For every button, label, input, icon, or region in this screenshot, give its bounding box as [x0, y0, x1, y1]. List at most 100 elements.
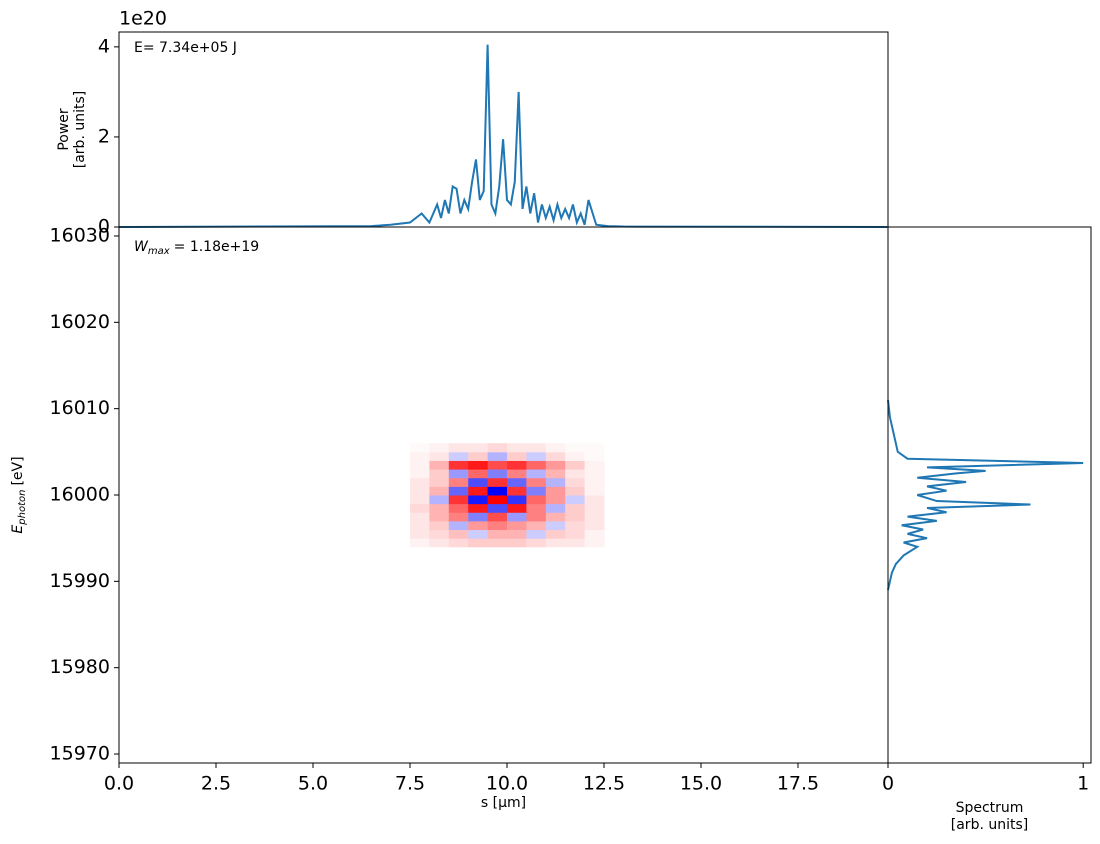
- heatmap-cell: [448, 520, 469, 531]
- heatmap-cell: [448, 451, 469, 461]
- heatmap-cell: [526, 469, 547, 479]
- heatmap-cell: [545, 460, 566, 470]
- annotation-sub: max: [148, 246, 170, 257]
- heatmap-cell: [526, 477, 547, 487]
- heatmap-cell: [429, 512, 450, 522]
- heatmap-cell: [468, 486, 489, 496]
- heatmap-cell: [468, 529, 489, 539]
- heatmap-cell: [468, 538, 489, 548]
- heatmap-cell: [448, 529, 469, 539]
- heatmap-cell: [429, 495, 450, 505]
- heatmap-cell: [468, 520, 489, 531]
- heatmap-cell: [584, 520, 605, 531]
- heatmap-cell: [487, 460, 508, 470]
- axes-frame: [887, 226, 1092, 764]
- heatmap-cell: [409, 520, 430, 531]
- heatmap-cell: [487, 503, 508, 513]
- heatmap-cell: [409, 538, 430, 548]
- heatmap-cell: [526, 460, 547, 470]
- heatmap-cell: [506, 529, 527, 539]
- heatmap-cell: [565, 512, 586, 522]
- heatmap-cell: [409, 495, 430, 505]
- heatmap-cell: [526, 503, 547, 513]
- y-tick-label: 4: [98, 35, 110, 57]
- heatmap-cell: [584, 495, 605, 505]
- heatmap-cell: [526, 451, 547, 461]
- heatmap-cell: [565, 486, 586, 496]
- heatmap-cell: [526, 495, 547, 505]
- offset-text: 1e20: [119, 8, 167, 30]
- heatmap-cell: [545, 512, 566, 522]
- heatmap-cell: [468, 512, 489, 522]
- y-tick-label: 16000: [50, 484, 110, 506]
- heatmap-cell: [448, 443, 469, 453]
- heatmap-cell: [468, 469, 489, 479]
- heatmap-cell: [409, 460, 430, 470]
- heatmap-cell: [429, 520, 450, 531]
- heatmap-cell: [506, 486, 527, 496]
- heatmap-cell: [584, 512, 605, 522]
- heatmap-cell: [487, 451, 508, 461]
- heatmap-cell: [545, 529, 566, 539]
- annotation: E= 7.34e+05 J: [134, 40, 237, 56]
- y-axis-label: [arb. units]: [72, 91, 88, 168]
- heatmap-cell: [506, 520, 527, 531]
- x-tick-label: 0.0: [104, 773, 134, 795]
- heatmap-cell: [545, 538, 566, 548]
- heatmap-cell: [506, 512, 527, 522]
- heatmap-cell: [584, 460, 605, 470]
- heatmap-cell: [545, 503, 566, 513]
- heatmap-cell: [545, 495, 566, 505]
- heatmap-cell: [545, 451, 566, 461]
- heatmap-cell: [448, 538, 469, 548]
- heatmap-cell: [429, 529, 450, 539]
- heatmap-cell: [526, 538, 547, 548]
- heatmap-cell: [409, 443, 430, 453]
- heatmap-cell: [506, 477, 527, 487]
- y-axis-label: Ephoton [eV]: [10, 456, 28, 533]
- heatmap-cell: [526, 529, 547, 539]
- heatmap-cell: [565, 503, 586, 513]
- heatmap-cell: [409, 451, 430, 461]
- heatmap-cell: [565, 451, 586, 461]
- heatmap-cell: [565, 443, 586, 453]
- heatmap-cell: [584, 503, 605, 513]
- heatmap-cell: [584, 477, 605, 487]
- heatmap-cell: [448, 460, 469, 470]
- heatmap-cell: [545, 469, 566, 479]
- heatmap-cell: [409, 486, 430, 496]
- heatmap-cell: [468, 451, 489, 461]
- y-tick-label: 16030: [50, 224, 110, 246]
- heatmap-cell: [584, 443, 605, 453]
- heatmap-cell: [429, 443, 450, 453]
- line: [118, 44, 888, 228]
- annotation-main: W: [134, 239, 149, 255]
- heatmap-cell: [429, 503, 450, 513]
- x-axis-label: [arb. units]: [951, 817, 1028, 833]
- x-tick-label: 5.0: [298, 773, 328, 795]
- heatmap-cell: [448, 503, 469, 513]
- y-axis-label-sub: photon: [17, 490, 28, 526]
- heatmap-cell: [545, 477, 566, 487]
- heatmap-cell: [409, 469, 430, 479]
- heatmap-cell: [565, 460, 586, 470]
- x-tick-label: 17.5: [777, 773, 819, 795]
- line: [887, 399, 1084, 591]
- heatmap-cell: [565, 495, 586, 505]
- heatmap-cell: [506, 495, 527, 505]
- heatmap-cell: [448, 477, 469, 487]
- heatmap-cell: [506, 451, 527, 461]
- heatmap-cell: [429, 469, 450, 479]
- x-tick-label: 15.0: [680, 773, 722, 795]
- y-tick-label: 15970: [50, 743, 110, 765]
- heatmap-cell: [429, 538, 450, 548]
- heatmap-cell: [487, 520, 508, 531]
- y-tick-label: 0: [98, 216, 110, 238]
- x-tick-label: 10.0: [486, 773, 528, 795]
- heatmap-cell: [584, 538, 605, 548]
- y-tick-label: 15980: [50, 656, 110, 678]
- y-axis-label: Power: [56, 108, 72, 151]
- heatmap-cell: [584, 486, 605, 496]
- annotation-rest: = 1.18e+19: [174, 239, 260, 255]
